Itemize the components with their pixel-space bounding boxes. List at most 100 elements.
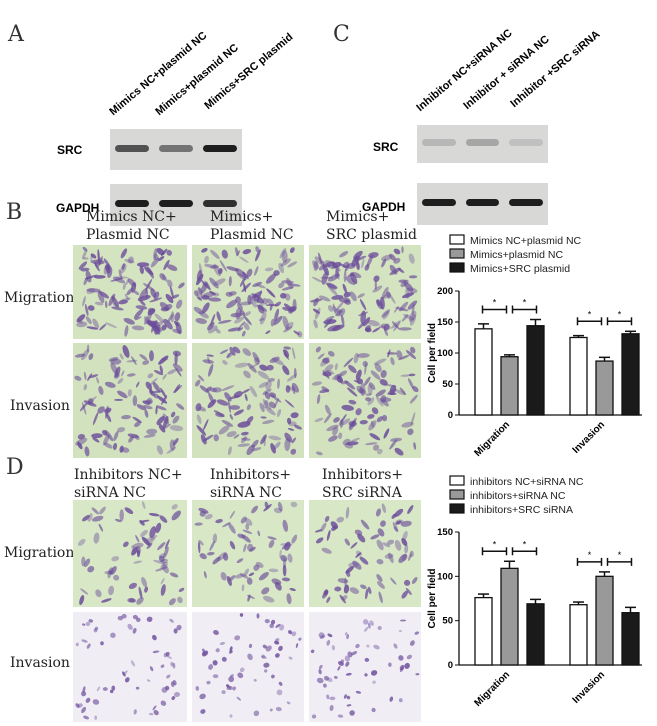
stained-cell — [234, 362, 249, 368]
stained-cell — [336, 301, 344, 310]
stained-cell — [101, 598, 112, 603]
stained-cell — [356, 261, 360, 271]
stained-cell — [92, 699, 100, 705]
stained-cell — [352, 560, 362, 570]
stained-cell — [353, 250, 363, 260]
stained-cell — [362, 619, 369, 625]
stained-cell — [373, 644, 380, 650]
stained-cell — [141, 576, 148, 588]
stained-cell — [86, 326, 99, 330]
stained-cell — [286, 385, 294, 391]
stained-cell — [80, 588, 89, 595]
stained-cell — [132, 542, 144, 549]
y-tick-label: 50 — [442, 379, 453, 390]
stained-cell — [203, 570, 207, 579]
stained-cell — [253, 678, 257, 682]
stained-cell — [169, 425, 184, 432]
stained-cell — [386, 291, 391, 299]
y-tick-label: 100 — [437, 571, 453, 582]
stained-cell — [130, 660, 136, 667]
stained-cell — [227, 446, 232, 456]
stained-cell — [284, 437, 291, 452]
blot-band — [203, 145, 237, 152]
stained-cell — [151, 319, 157, 333]
stained-cell — [322, 683, 327, 688]
stained-cell — [410, 412, 416, 426]
stained-cell — [145, 381, 153, 390]
stained-cell — [162, 415, 169, 429]
stained-cell — [127, 623, 133, 630]
stained-cell — [124, 507, 134, 515]
stained-cell — [136, 549, 141, 558]
blot-row-label: SRC — [57, 143, 83, 157]
stained-cell — [76, 314, 86, 323]
row-label: Invasion — [10, 655, 70, 671]
stained-cell — [111, 306, 124, 311]
stained-cell — [242, 529, 253, 534]
stained-cell — [275, 623, 281, 628]
stained-cell — [135, 381, 140, 388]
stained-cell — [239, 301, 253, 306]
stained-cell — [292, 298, 297, 312]
stained-cell — [287, 553, 293, 563]
stained-cell — [371, 707, 376, 713]
stained-cell — [389, 384, 397, 395]
legend-swatch — [449, 234, 465, 245]
stained-cell — [409, 314, 416, 326]
stained-cell — [95, 589, 102, 598]
stained-cell — [405, 350, 417, 360]
stained-cell — [104, 570, 114, 575]
stained-cell — [337, 665, 341, 671]
stained-cell — [176, 299, 183, 309]
stained-cell — [103, 258, 111, 268]
stained-cell — [273, 270, 280, 276]
stained-cell — [208, 297, 222, 302]
stained-cell — [399, 619, 407, 622]
stained-cell — [91, 507, 100, 515]
stained-cell — [387, 349, 391, 358]
stained-cell — [409, 394, 418, 404]
stained-cell — [313, 319, 318, 329]
stained-cell — [122, 670, 128, 676]
stained-cell — [117, 378, 124, 384]
src-blot-c — [417, 125, 548, 163]
stained-cell — [282, 315, 289, 330]
stained-cell — [402, 292, 415, 299]
stained-cell — [242, 248, 252, 255]
stained-cell — [88, 619, 94, 623]
stained-cell — [81, 515, 90, 522]
stained-cell — [389, 439, 398, 450]
stained-cell — [113, 431, 119, 441]
stained-cell — [228, 676, 235, 683]
stained-cell — [399, 387, 407, 396]
stained-cell — [143, 313, 153, 325]
stained-cell — [273, 441, 281, 450]
stained-cell — [376, 299, 384, 310]
stained-cell — [257, 370, 270, 380]
stained-cell — [282, 519, 289, 532]
stained-cell — [333, 675, 338, 679]
stained-cell — [98, 291, 109, 299]
stained-cell — [128, 435, 134, 443]
stained-cell — [381, 503, 387, 514]
stained-cell — [320, 356, 330, 367]
stained-cell — [284, 432, 293, 443]
stained-cell — [157, 395, 168, 404]
stained-cell — [234, 635, 241, 641]
stained-cell — [198, 375, 205, 382]
stained-cell — [290, 412, 299, 419]
stained-cell — [221, 249, 228, 259]
stained-cell — [248, 643, 253, 648]
stained-cell — [263, 669, 268, 673]
stained-cell — [263, 399, 269, 409]
y-tick-label: 100 — [437, 348, 453, 359]
legend-swatch — [449, 489, 465, 500]
stained-cell — [112, 442, 118, 451]
stained-cell — [177, 596, 183, 604]
stained-cell — [312, 308, 320, 314]
stained-cell — [112, 302, 119, 308]
stained-cell — [376, 448, 383, 455]
blot-band — [115, 200, 149, 207]
stained-cell — [80, 267, 90, 272]
stained-cell — [212, 556, 221, 565]
